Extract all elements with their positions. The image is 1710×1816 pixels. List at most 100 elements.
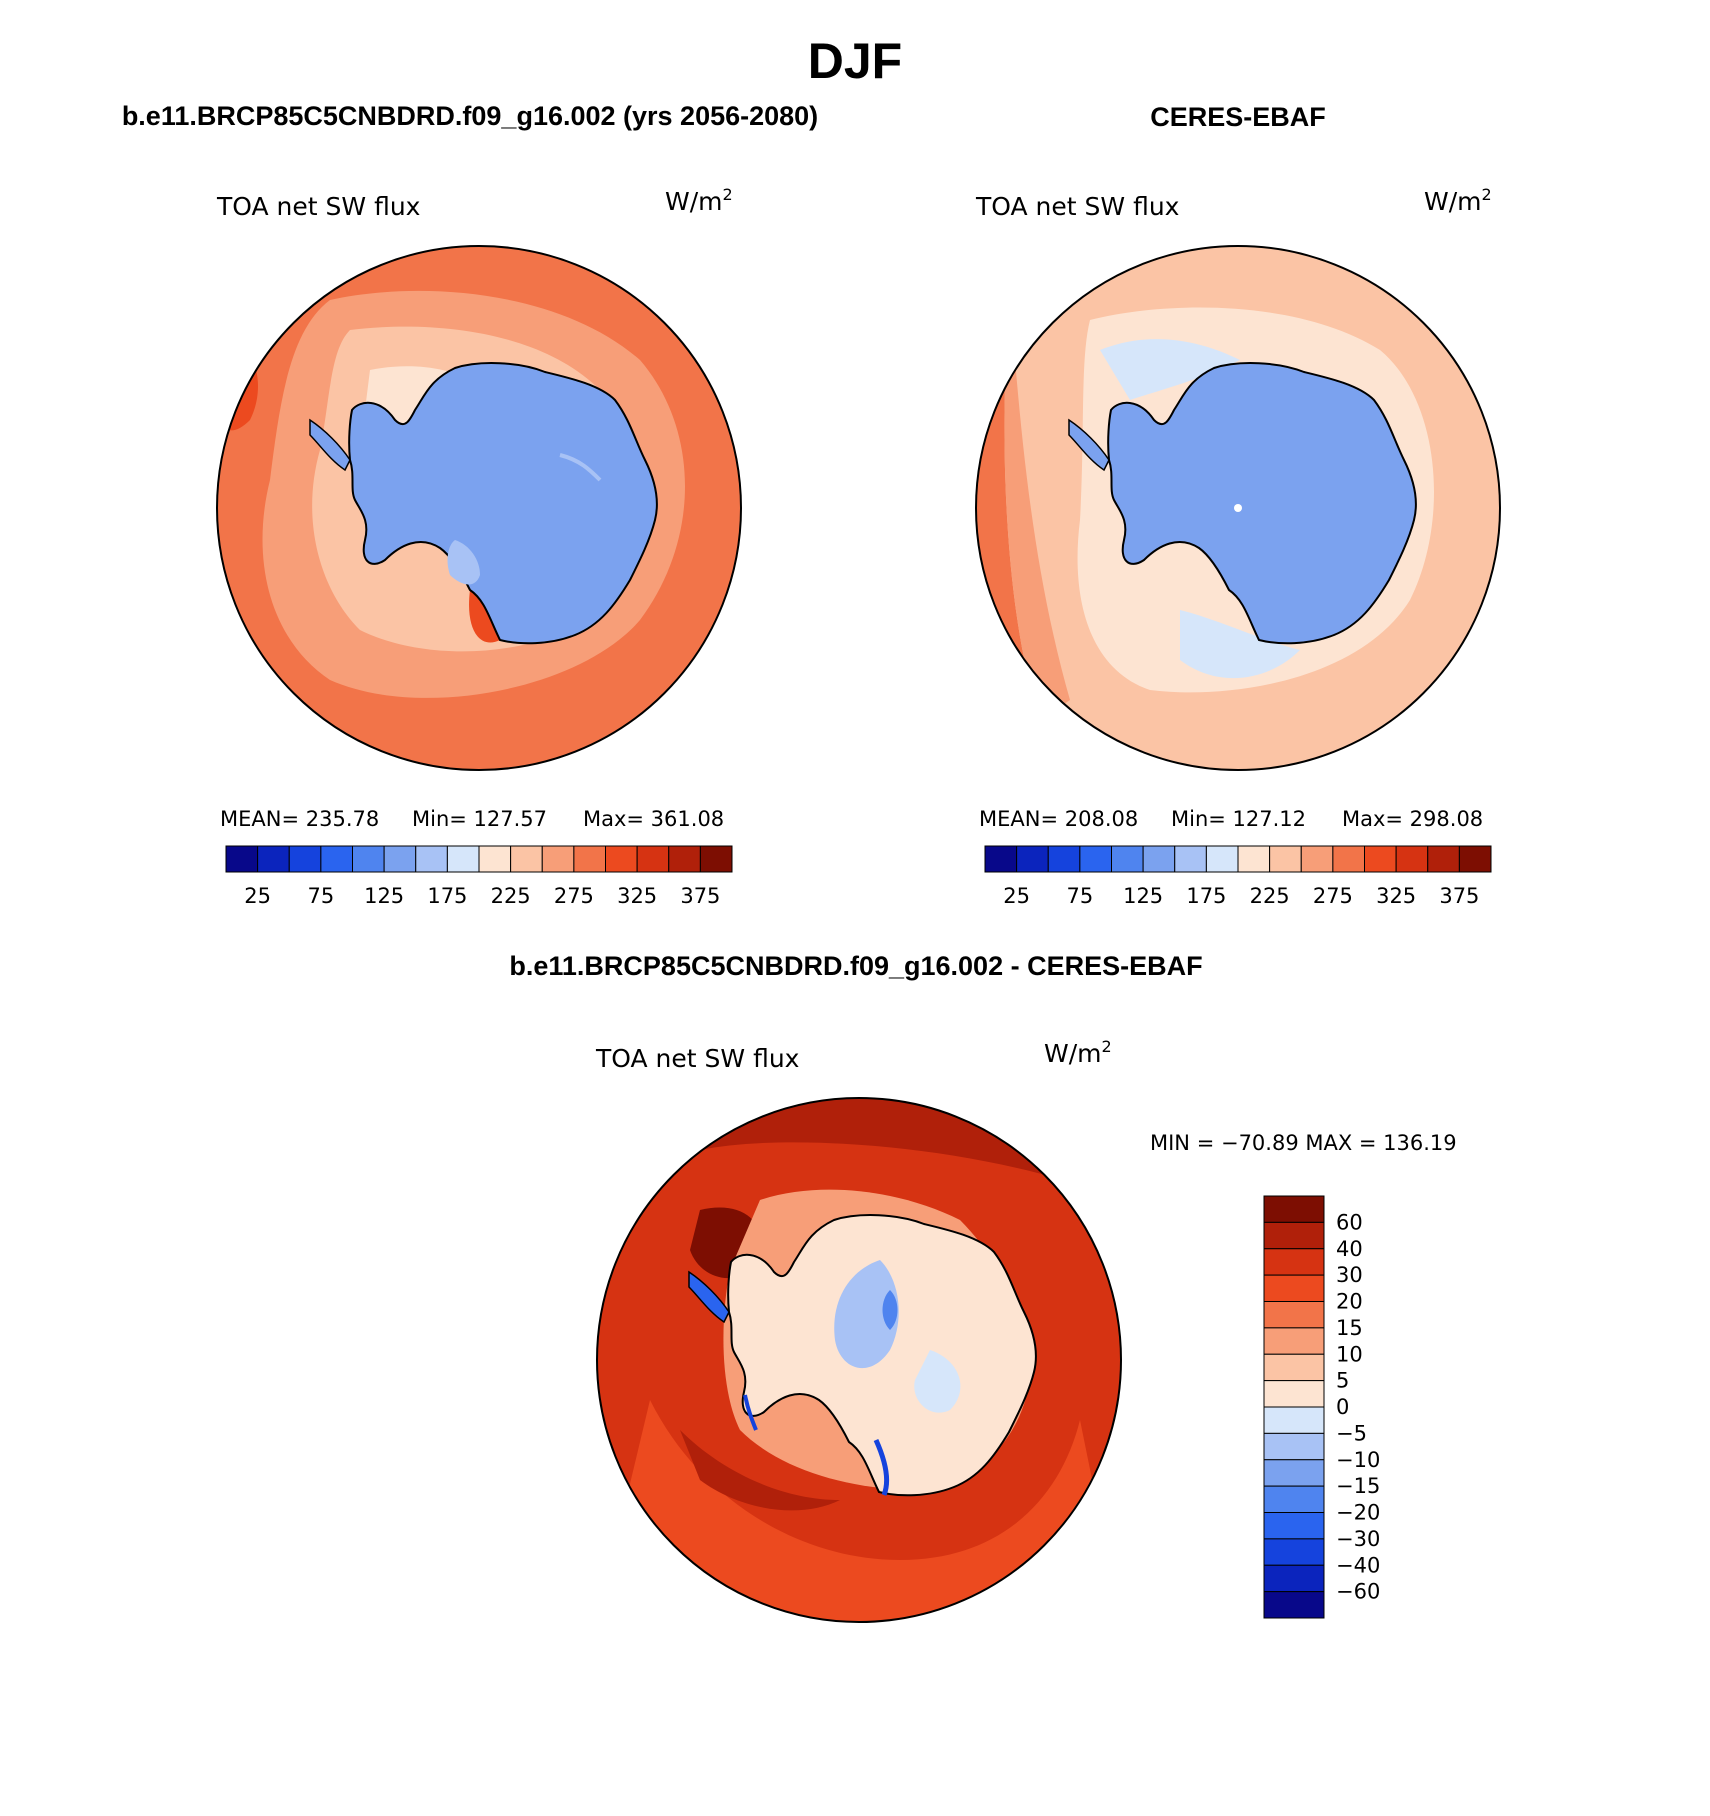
- colorbar-tick-label: −40: [1336, 1553, 1380, 1577]
- colorbar-box: [1263, 1248, 1325, 1276]
- colorbar-box: [636, 845, 670, 873]
- colorbar-tick-label: 75: [1067, 884, 1094, 908]
- panel-model-variable: TOA net SW flux: [216, 192, 420, 221]
- colorbar-tick-label: 225: [491, 884, 531, 908]
- colorbar-tick-label: 325: [1376, 884, 1416, 908]
- colorbar-box: [1263, 1538, 1325, 1566]
- colorbar-tick-label: 175: [1186, 884, 1226, 908]
- colorbar-box: [415, 845, 448, 873]
- colorbar-box: [225, 845, 259, 873]
- colorbar-box: [446, 845, 480, 873]
- panel-model: b.e11.BRCP85C5CNBDRD.f09_g16.002 (yrs 20…: [122, 101, 818, 908]
- colorbar-tick-label: −10: [1336, 1448, 1380, 1472]
- main-title: DJF: [808, 33, 902, 89]
- panel-obs-title: CERES-EBAF: [1150, 102, 1326, 132]
- colorbar-tick-label: 5: [1336, 1369, 1349, 1393]
- colorbar-box: [1427, 845, 1460, 873]
- colorbar-tick-label: 40: [1336, 1237, 1363, 1261]
- colorbar-tick-label: 125: [1123, 884, 1163, 908]
- panel-obs-colorbar: 25 75 125 175 225 275 325 375: [984, 845, 1492, 908]
- colorbar-box: [1047, 845, 1081, 873]
- colorbar-box: [1263, 1301, 1325, 1329]
- colorbar-tick-label: −60: [1336, 1580, 1380, 1604]
- panel-obs-mean: MEAN= 208.08: [979, 807, 1138, 831]
- panel-obs-max: Max= 298.08: [1342, 807, 1483, 831]
- panel-obs-variable: TOA net SW flux: [975, 192, 1179, 221]
- colorbar-box: [1174, 845, 1207, 873]
- panel-diff: b.e11.BRCP85C5CNBDRD.f09_g16.002 - CERES…: [509, 951, 1457, 1623]
- colorbar-box: [1079, 845, 1112, 873]
- colorbar-box: [1142, 845, 1176, 873]
- colorbar-box: [1263, 1221, 1325, 1250]
- colorbar-tick-label: 75: [308, 884, 335, 908]
- colorbar-box: [1263, 1327, 1325, 1355]
- colorbar-box: [1395, 845, 1429, 873]
- colorbar-tick-label: 60: [1336, 1210, 1363, 1234]
- colorbar-box: [1458, 845, 1492, 873]
- panel-model-max: Max= 361.08: [583, 807, 724, 831]
- panel-model-units: W/m2: [665, 185, 733, 216]
- colorbar-box: [1263, 1353, 1325, 1382]
- colorbar-box: [1332, 845, 1365, 873]
- colorbar-tick-label: −5: [1336, 1421, 1367, 1445]
- units-exp: 2: [1482, 185, 1492, 204]
- units-base: W/m: [1044, 1039, 1102, 1068]
- colorbar-tick-label: 325: [617, 884, 657, 908]
- colorbar-tick-label: −15: [1336, 1474, 1380, 1498]
- colorbar-tick-label: 225: [1250, 884, 1290, 908]
- units-exp: 2: [723, 185, 733, 204]
- panel-diff-map: [597, 1098, 1121, 1622]
- colorbar-box: [1263, 1195, 1325, 1223]
- colorbar-tick-label: 20: [1336, 1290, 1363, 1314]
- panel-model-mean: MEAN= 235.78: [220, 807, 379, 831]
- colorbar-tick-label: 25: [1003, 884, 1030, 908]
- colorbar-box: [257, 845, 290, 873]
- colorbar-box: [352, 845, 385, 873]
- colorbar-tick-label: 15: [1336, 1316, 1363, 1340]
- colorbar-box: [573, 845, 606, 873]
- colorbar-box: [1263, 1380, 1325, 1408]
- colorbar-box: [1269, 845, 1302, 873]
- colorbar-box: [1237, 845, 1271, 873]
- panel-diff-units: W/m2: [1044, 1037, 1112, 1068]
- colorbar-tick-label: 275: [1313, 884, 1353, 908]
- colorbar-box: [383, 845, 417, 873]
- colorbar-box: [1111, 845, 1144, 873]
- colorbar-tick-label: 375: [1439, 884, 1479, 908]
- panel-obs-min: Min= 127.12: [1171, 807, 1306, 831]
- colorbar-box: [320, 845, 353, 873]
- colorbar-box: [541, 845, 575, 873]
- colorbar-tick-label: 175: [427, 884, 467, 908]
- colorbar-box: [605, 845, 638, 873]
- panel-diff-minmax: MIN = −70.89 MAX = 136.19: [1150, 1131, 1457, 1155]
- colorbar-box: [1016, 845, 1049, 873]
- colorbar-box: [1364, 845, 1397, 873]
- colorbar-tick-label: 0: [1336, 1395, 1349, 1419]
- panel-diff-variable: TOA net SW flux: [595, 1044, 799, 1073]
- colorbar-tick-label: −30: [1336, 1527, 1380, 1551]
- units-base: W/m: [1424, 187, 1482, 216]
- colorbar-tick-label: 10: [1336, 1342, 1363, 1366]
- panel-model-map-border: [216, 245, 742, 771]
- panel-model-map: [217, 246, 741, 770]
- colorbar-box: [1263, 1512, 1325, 1540]
- units-base: W/m: [665, 187, 723, 216]
- colorbar-box: [1263, 1564, 1325, 1593]
- colorbar-box: [1205, 845, 1239, 873]
- panel-obs-map-border: [975, 245, 1501, 771]
- colorbar-tick-label: 125: [364, 884, 404, 908]
- units-exp: 2: [1102, 1037, 1112, 1056]
- colorbar-box: [1263, 1406, 1325, 1434]
- colorbar-box: [1263, 1459, 1325, 1487]
- colorbar-box: [1300, 845, 1334, 873]
- colorbar-box: [1263, 1485, 1325, 1513]
- colorbar-tick-label: 275: [554, 884, 594, 908]
- colorbar-box: [510, 845, 543, 873]
- colorbar-box: [478, 845, 512, 873]
- panel-diff-map-border: [596, 1097, 1122, 1623]
- panel-obs-map: [976, 246, 1500, 770]
- panel-obs: CERES-EBAF TOA net SW flux W/m2 MEAN= 20…: [975, 102, 1501, 908]
- colorbar-box: [1263, 1432, 1325, 1461]
- panel-model-min: Min= 127.57: [412, 807, 547, 831]
